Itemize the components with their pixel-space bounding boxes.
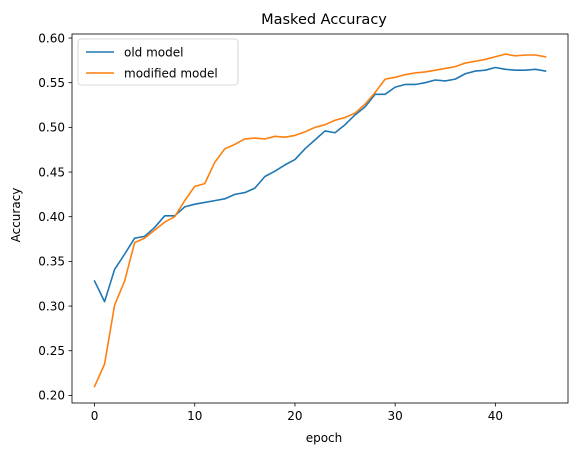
y-tick-label: 0.55	[38, 76, 65, 90]
y-tick-label: 0.40	[38, 210, 65, 224]
y-tick-label: 0.50	[38, 121, 65, 135]
series-line-modified-model	[93, 53, 547, 388]
y-tick-label: 0.20	[38, 389, 65, 403]
chart-title: Masked Accuracy	[261, 12, 387, 28]
y-tick-label: 0.30	[38, 299, 65, 313]
x-tick-label: 40	[488, 409, 503, 423]
series-line-old-model	[93, 66, 547, 303]
legend-label: old model	[124, 45, 183, 59]
y-tick-label: 0.35	[38, 255, 65, 269]
x-tick-label: 30	[388, 409, 403, 423]
x-axis-label: epoch	[306, 431, 343, 445]
series-lines	[93, 53, 547, 388]
x-tick-label: 0	[91, 409, 99, 423]
y-tick-label: 0.45	[38, 165, 65, 179]
y-tick-label: 0.60	[38, 31, 65, 45]
x-tick-label: 20	[287, 409, 302, 423]
plot-frame	[71, 33, 569, 404]
x-axis: 0 10 20 30 40	[91, 403, 503, 423]
y-axis: 0.20 0.25 0.30 0.35 0.40 0.45 0.50 0.55 0.60	[38, 31, 72, 403]
legend: old model modified model	[77, 38, 239, 86]
x-tick-label: 10	[187, 409, 202, 423]
y-axis-label: Accuracy	[9, 188, 23, 243]
legend-label: modified model	[124, 66, 218, 80]
y-tick-label: 0.25	[38, 344, 65, 358]
legend-box	[77, 38, 239, 86]
